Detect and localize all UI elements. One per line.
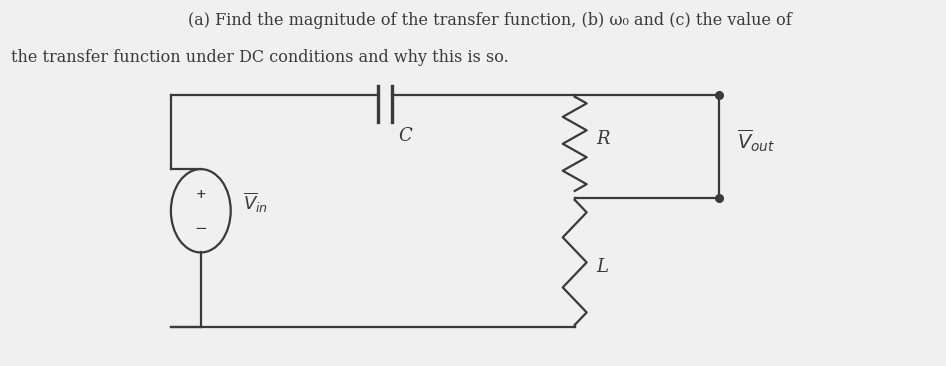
Text: −: − <box>195 222 207 236</box>
Text: (a) Find the magnitude of the transfer function, (b) ω₀ and (c) the value of: (a) Find the magnitude of the transfer f… <box>188 12 792 29</box>
Text: $\overline{V}_{in}$: $\overline{V}_{in}$ <box>243 191 268 215</box>
Text: +: + <box>196 188 206 201</box>
Text: R: R <box>597 130 610 148</box>
Text: the transfer function under DC conditions and why this is so.: the transfer function under DC condition… <box>11 49 509 66</box>
Text: C: C <box>398 127 412 145</box>
Text: L: L <box>597 258 608 276</box>
Text: $\overline{V}_{out}$: $\overline{V}_{out}$ <box>737 128 776 154</box>
